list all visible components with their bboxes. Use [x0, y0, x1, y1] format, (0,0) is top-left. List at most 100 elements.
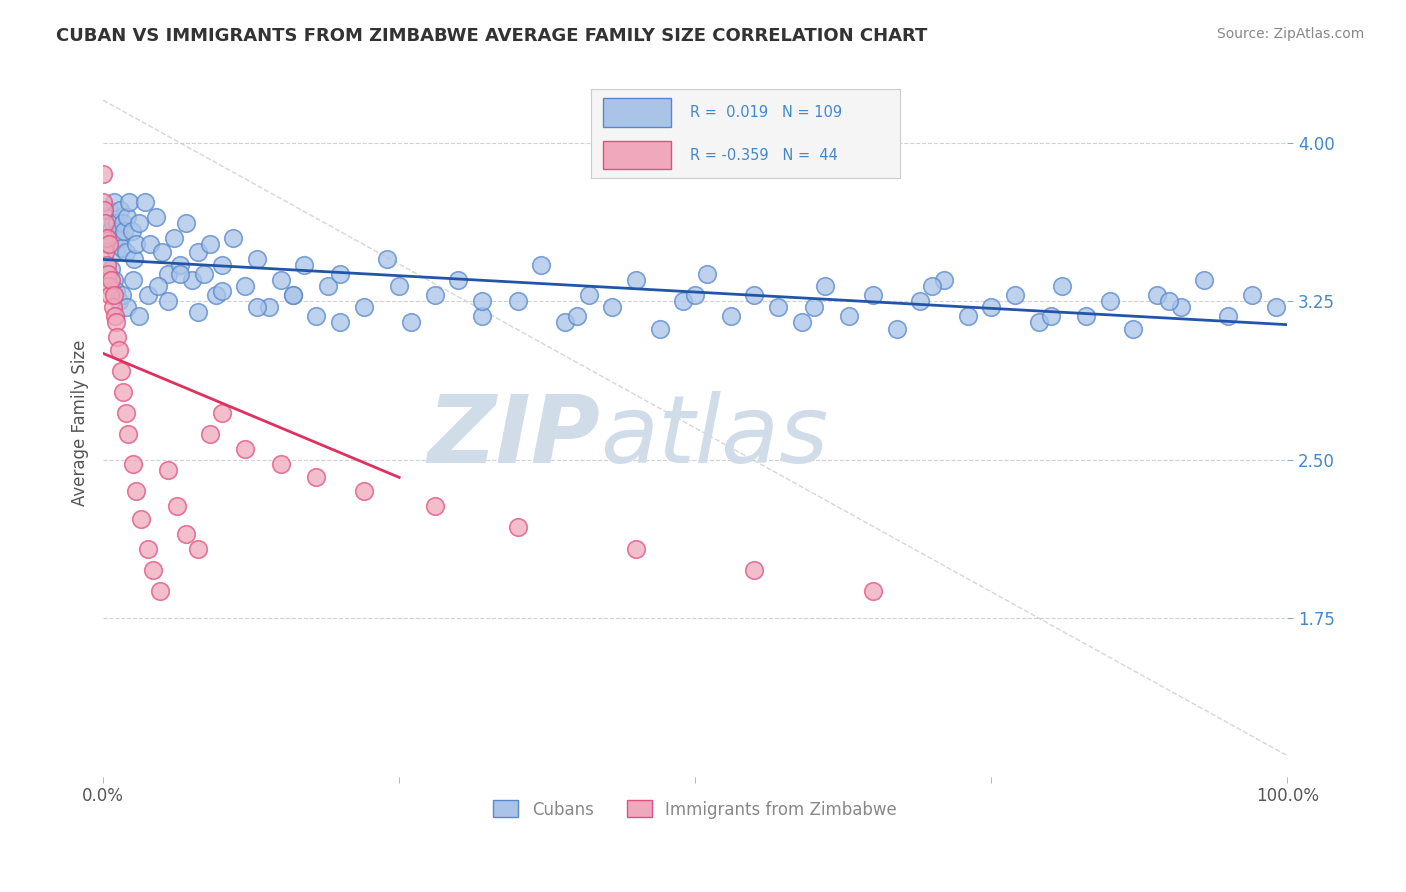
Point [111, 287, 134, 301]
Point [720, 309, 742, 323]
Point [125, 484, 148, 499]
Point [125, 237, 148, 252]
Point [115, 210, 138, 224]
Point [198, 237, 221, 252]
Point [530, 258, 553, 272]
Point [187, 304, 209, 318]
Point [246, 252, 269, 266]
Point [193, 267, 215, 281]
Point [211, 406, 233, 420]
Point [166, 500, 188, 514]
Point [103, 287, 125, 301]
Point [766, 301, 789, 315]
Point [163, 230, 186, 244]
Text: atlas: atlas [600, 392, 828, 483]
Point [353, 484, 375, 499]
Point [423, 500, 446, 514]
Point [103, 194, 125, 209]
Point [506, 294, 529, 309]
Point [117, 427, 139, 442]
Point [1122, 321, 1144, 335]
Point [270, 273, 292, 287]
Point [136, 287, 159, 301]
Point [910, 294, 932, 309]
Point [624, 273, 647, 287]
Point [91, 194, 114, 209]
Point [204, 287, 226, 301]
Point [316, 279, 339, 293]
Point [91, 167, 114, 181]
Point [145, 210, 167, 224]
Point [174, 216, 197, 230]
Point [388, 279, 411, 293]
Point [157, 294, 180, 309]
Point [1194, 273, 1216, 287]
Point [94, 216, 117, 230]
Point [181, 273, 204, 287]
Point [93, 203, 115, 218]
Point [157, 463, 180, 477]
Point [578, 287, 600, 301]
Point [554, 315, 576, 329]
Point [1264, 301, 1286, 315]
Legend: Cubans, Immigrants from Zimbabwe: Cubans, Immigrants from Zimbabwe [486, 794, 904, 825]
Point [281, 287, 304, 301]
Point [744, 287, 766, 301]
Point [1004, 287, 1026, 301]
Point [97, 267, 120, 281]
Point [96, 237, 118, 252]
Point [471, 309, 494, 323]
Point [107, 224, 129, 238]
Point [1240, 287, 1263, 301]
Point [121, 457, 143, 471]
Point [98, 237, 121, 252]
Point [648, 321, 671, 335]
Point [108, 203, 131, 218]
Point [110, 230, 132, 244]
Point [118, 194, 141, 209]
Point [105, 216, 128, 230]
Text: CUBAN VS IMMIGRANTS FROM ZIMBABWE AVERAGE FAMILY SIZE CORRELATION CHART: CUBAN VS IMMIGRANTS FROM ZIMBABWE AVERAG… [56, 27, 928, 45]
Point [111, 241, 134, 255]
Point [104, 309, 127, 323]
Point [672, 294, 695, 309]
Point [353, 301, 375, 315]
Point [1074, 309, 1097, 323]
Point [149, 583, 172, 598]
Point [233, 442, 256, 457]
Point [1146, 287, 1168, 301]
Point [100, 262, 122, 277]
Point [1028, 315, 1050, 329]
Point [93, 230, 115, 244]
Point [112, 216, 135, 230]
Point [257, 301, 280, 315]
Point [1157, 294, 1180, 309]
Point [1052, 279, 1074, 293]
Point [169, 258, 191, 272]
Point [423, 287, 446, 301]
Point [305, 469, 328, 483]
Point [187, 541, 209, 556]
Point [103, 273, 125, 287]
Point [98, 279, 121, 293]
Point [121, 224, 143, 238]
Point [105, 315, 128, 329]
Text: ZIP: ZIP [427, 391, 600, 483]
Point [128, 309, 150, 323]
Point [744, 563, 766, 577]
Point [1216, 309, 1239, 323]
Point [114, 406, 136, 420]
Point [121, 273, 143, 287]
Point [565, 309, 588, 323]
Point [211, 284, 233, 298]
Point [198, 427, 221, 442]
Point [157, 267, 180, 281]
Point [174, 526, 197, 541]
Point [98, 224, 121, 238]
Point [814, 279, 837, 293]
Point [281, 287, 304, 301]
Point [112, 384, 135, 399]
Point [270, 457, 292, 471]
Point [1039, 309, 1062, 323]
Point [122, 252, 145, 266]
